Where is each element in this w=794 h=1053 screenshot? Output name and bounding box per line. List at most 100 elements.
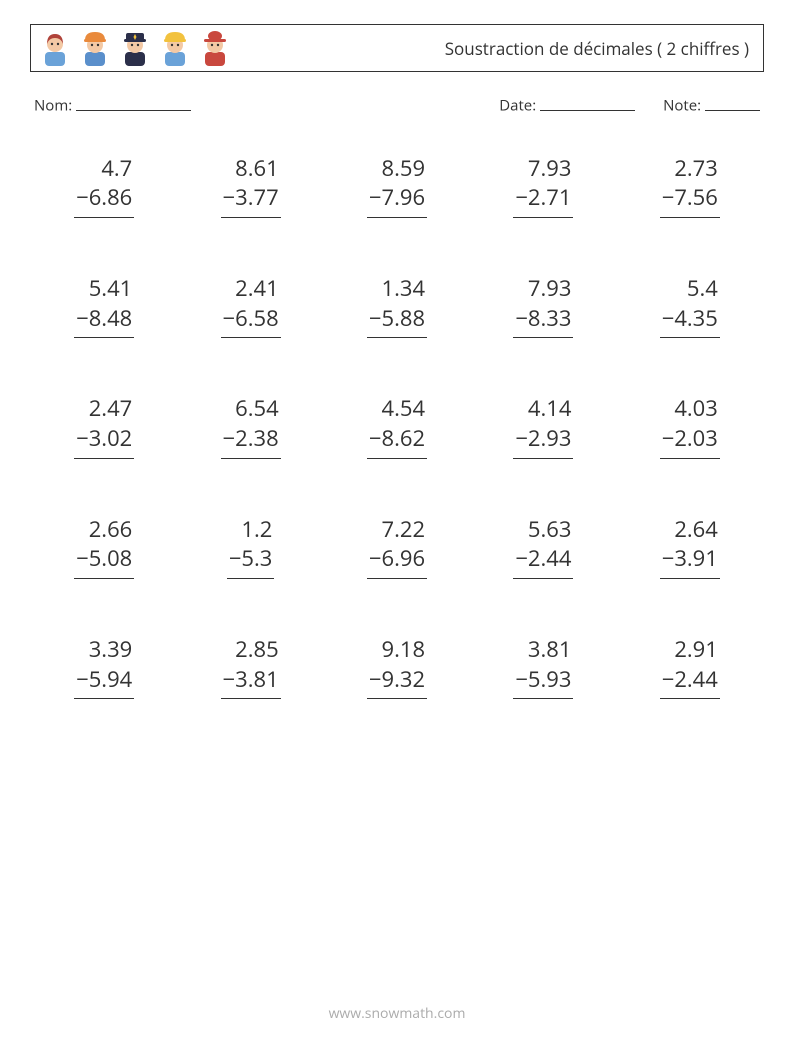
problem: 2.64−3.91: [622, 515, 758, 579]
minuend: 7.22: [367, 515, 427, 545]
problem: 4.03−2.03: [622, 394, 758, 458]
subtrahend: −3.02: [74, 424, 134, 459]
problem-stack: 7.93−8.33: [513, 274, 573, 338]
minuend: 2.66: [74, 515, 134, 545]
problem: 1.34−5.88: [329, 274, 465, 338]
minuend: 5.4: [660, 274, 720, 304]
minuend: 5.63: [513, 515, 573, 545]
minuend: 5.41: [74, 274, 134, 304]
minuend: 2.41: [221, 274, 281, 304]
problem: 1.2−5.3: [182, 515, 318, 579]
problem: 5.4−4.35: [622, 274, 758, 338]
problem: 8.59−7.96: [329, 154, 465, 218]
footer-url: www.snowmath.com: [0, 1004, 794, 1023]
problem: 3.39−5.94: [36, 635, 172, 699]
problem-stack: 2.85−3.81: [221, 635, 281, 699]
problem-stack: 2.91−2.44: [660, 635, 720, 699]
note-label: Note:: [663, 96, 701, 116]
problem: 8.61−3.77: [182, 154, 318, 218]
problem: 4.7−6.86: [36, 154, 172, 218]
subtrahend: −8.48: [74, 304, 134, 339]
minuend: 8.61: [221, 154, 281, 184]
minuend: 7.93: [513, 154, 573, 184]
subtrahend: −2.93: [513, 424, 573, 459]
subtrahend: −8.33: [513, 304, 573, 339]
problem: 2.91−2.44: [622, 635, 758, 699]
person-icon-3: [121, 30, 149, 66]
subtrahend: −7.56: [660, 183, 720, 218]
problem: 3.81−5.93: [475, 635, 611, 699]
problem-stack: 4.7−6.86: [74, 154, 134, 218]
minuend: 1.34: [367, 274, 427, 304]
name-blank[interactable]: [76, 94, 191, 111]
minuend: 4.54: [367, 394, 427, 424]
person-icon-4: [161, 30, 189, 66]
people-icons-row: [41, 30, 229, 66]
problem-stack: 5.63−2.44: [513, 515, 573, 579]
problem-stack: 2.64−3.91: [660, 515, 720, 579]
subtrahend: −6.58: [221, 304, 281, 339]
meta-date: Date:: [499, 94, 635, 116]
problem-stack: 7.22−6.96: [367, 515, 427, 579]
problem-stack: 2.47−3.02: [74, 394, 134, 458]
meta-name: Nom:: [34, 94, 499, 116]
minuend: 6.54: [221, 394, 281, 424]
minuend: 2.73: [660, 154, 720, 184]
meta-row: Nom: Date: Note:: [30, 94, 764, 116]
problem: 4.54−8.62: [329, 394, 465, 458]
problems-grid: 4.7−6.868.61−3.778.59−7.967.93−2.712.73−…: [30, 154, 764, 700]
subtrahend: −4.35: [660, 304, 720, 339]
worksheet-title: Soustraction de décimales ( 2 chiffres ): [445, 37, 749, 60]
date-label: Date:: [499, 96, 536, 116]
problem-stack: 5.4−4.35: [660, 274, 720, 338]
subtrahend: −5.93: [513, 665, 573, 700]
problem-stack: 2.41−6.58: [221, 274, 281, 338]
problem: 2.41−6.58: [182, 274, 318, 338]
problem-stack: 1.34−5.88: [367, 274, 427, 338]
subtrahend: −2.44: [660, 665, 720, 700]
problem-stack: 1.2−5.3: [227, 515, 275, 579]
problem: 2.85−3.81: [182, 635, 318, 699]
date-blank[interactable]: [540, 94, 635, 111]
minuend: 9.18: [367, 635, 427, 665]
problem: 2.47−3.02: [36, 394, 172, 458]
subtrahend: −3.77: [221, 183, 281, 218]
problem: 4.14−2.93: [475, 394, 611, 458]
subtrahend: −9.32: [367, 665, 427, 700]
minuend: 8.59: [367, 154, 427, 184]
problem-stack: 5.41−8.48: [74, 274, 134, 338]
subtrahend: −3.91: [660, 544, 720, 579]
subtrahend: −5.3: [227, 544, 275, 579]
problem-stack: 6.54−2.38: [221, 394, 281, 458]
worksheet-page: Soustraction de décimales ( 2 chiffres )…: [0, 0, 794, 699]
problem-stack: 3.81−5.93: [513, 635, 573, 699]
subtrahend: −3.81: [221, 665, 281, 700]
person-icon-2: [81, 30, 109, 66]
problem: 2.66−5.08: [36, 515, 172, 579]
minuend: 4.7: [74, 154, 134, 184]
problem: 5.63−2.44: [475, 515, 611, 579]
minuend: 1.2: [227, 515, 275, 545]
minuend: 3.39: [74, 635, 134, 665]
note-blank[interactable]: [705, 94, 760, 111]
problem-stack: 4.03−2.03: [660, 394, 720, 458]
problem-stack: 2.66−5.08: [74, 515, 134, 579]
subtrahend: −5.08: [74, 544, 134, 579]
problem: 7.22−6.96: [329, 515, 465, 579]
problem: 5.41−8.48: [36, 274, 172, 338]
person-icon-1: [41, 30, 69, 66]
problem: 6.54−2.38: [182, 394, 318, 458]
minuend: 3.81: [513, 635, 573, 665]
problem-stack: 3.39−5.94: [74, 635, 134, 699]
meta-note: Note:: [663, 94, 760, 116]
subtrahend: −7.96: [367, 183, 427, 218]
subtrahend: −8.62: [367, 424, 427, 459]
minuend: 4.14: [513, 394, 573, 424]
problem: 7.93−2.71: [475, 154, 611, 218]
minuend: 2.85: [221, 635, 281, 665]
minuend: 4.03: [660, 394, 720, 424]
problem: 2.73−7.56: [622, 154, 758, 218]
header-box: Soustraction de décimales ( 2 chiffres ): [30, 24, 764, 72]
minuend: 7.93: [513, 274, 573, 304]
minuend: 2.64: [660, 515, 720, 545]
